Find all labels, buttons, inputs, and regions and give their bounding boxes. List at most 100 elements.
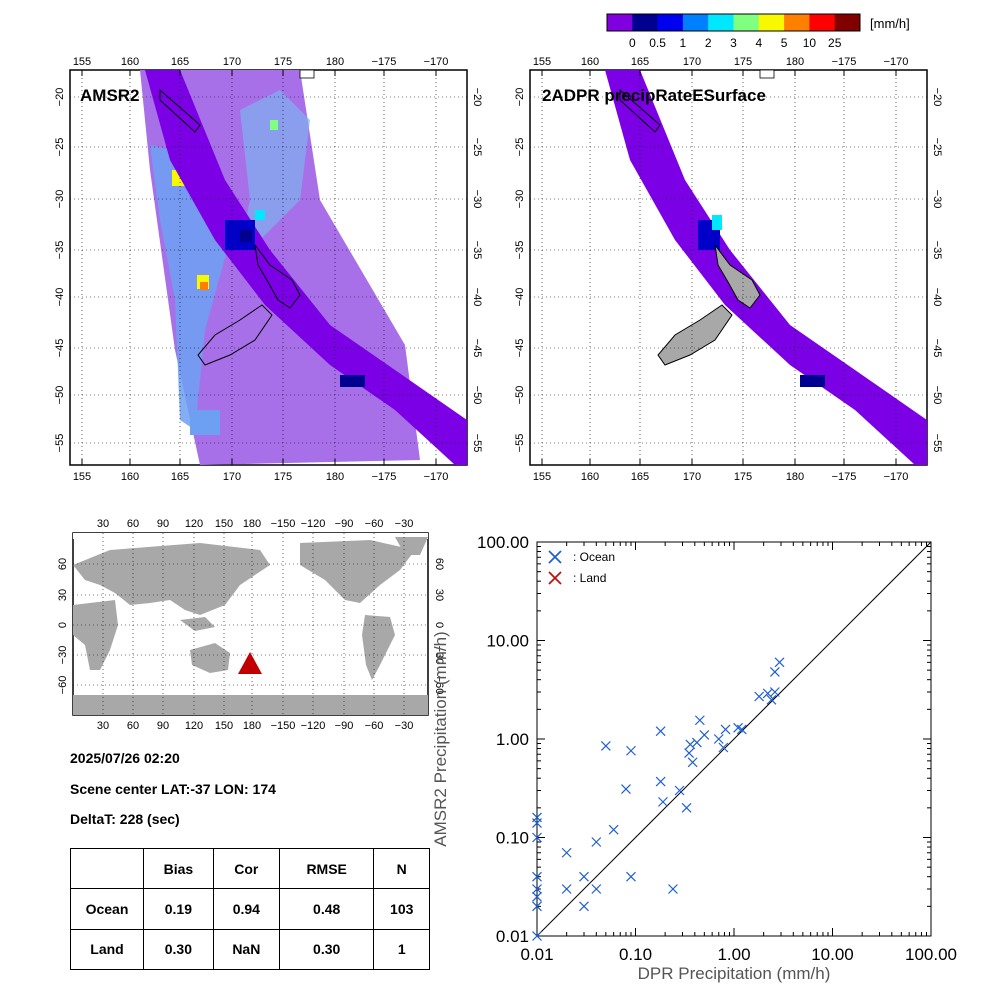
lon-tick-label: 155: [73, 56, 91, 68]
colorbar-tick-label: 0: [629, 36, 636, 50]
scatter-point-ocean: [626, 871, 636, 882]
lon-tick-label: 160: [121, 471, 139, 483]
lat-tick-label: −40: [514, 288, 526, 307]
lon-tick-label: 160: [581, 56, 599, 68]
scatter-point-ocean: [720, 724, 731, 735]
dpr-track-rain: [800, 375, 825, 387]
south-america-landmass: [362, 615, 395, 680]
lon-tick-label: 175: [734, 471, 752, 483]
y-tick-label: 100.00: [477, 533, 529, 552]
stats-cell-n: 103: [373, 888, 430, 930]
lat-tick-label: −55: [471, 434, 483, 453]
dpr-rain-cell: [712, 215, 722, 230]
lat-tick-label: 60: [433, 558, 445, 570]
scatter-point-ocean: [532, 901, 542, 912]
lon-tick-label: 160: [121, 56, 139, 68]
lon-tick-label: −175: [372, 56, 397, 68]
colorbar-tick-label: 0.5: [649, 36, 666, 50]
lat-tick-label: −55: [931, 434, 943, 453]
lat-tick-label: −35: [471, 241, 483, 260]
scatter-point-ocean: [532, 832, 542, 843]
lon-tick-label: 165: [631, 471, 649, 483]
amsr2-rain-cell: [270, 120, 278, 130]
scatter-point-ocean: [766, 694, 777, 705]
dpr-lon-ticks: 155 155 160 160 165 165 170 170 175 175 180 180 −175…: [533, 56, 909, 483]
lat-tick-label: −20: [931, 88, 943, 107]
lat-tick-label: −50: [931, 386, 943, 405]
colorbar-cell: [632, 14, 658, 31]
amsr2-track-rain: [340, 375, 365, 387]
scene-center-triangle: [238, 652, 262, 674]
lat-tick-label: −30: [931, 190, 943, 209]
lon-tick-label: −170: [424, 471, 449, 483]
lon-tick-label: −170: [424, 56, 449, 68]
colorbar-cell: [708, 14, 734, 31]
amsr2-map-title: AMSR2: [80, 86, 140, 105]
lon-tick-label: 120: [185, 518, 203, 530]
lat-tick-label: 0: [57, 622, 69, 628]
north-island-coast: [254, 244, 301, 309]
lon-tick-label: −170: [884, 471, 909, 483]
lon-tick-label: 60: [127, 720, 139, 732]
lon-tick-label: 60: [127, 518, 139, 530]
scatter-point-ocean: [591, 837, 602, 847]
scatter-point-ocean: [655, 776, 666, 787]
colorbar-tick-label: 3: [730, 36, 737, 50]
lat-tick-label: −40: [471, 288, 483, 307]
stats-cell-n: 1: [373, 928, 430, 971]
colorbar-tick-label: 4: [755, 36, 762, 50]
lat-tick-label: −45: [471, 339, 483, 358]
scatter-point-ocean: [626, 745, 636, 756]
scene-center: Scene center LAT:-37 LON: 174: [70, 781, 276, 797]
lat-tick-label: −50: [471, 386, 483, 405]
stats-header-cell: RMSE: [278, 847, 375, 890]
scatter-point-ocean: [532, 884, 542, 894]
stats-cell-bias: 0.30: [143, 928, 214, 971]
colorbar-cell: [758, 14, 785, 31]
lon-tick-label: 150: [215, 518, 233, 530]
colorbar-cell: [809, 14, 835, 31]
scatter-point-ocean: [579, 871, 589, 882]
amsr2-rain-cell: [200, 282, 208, 290]
scatter-point-ocean: [699, 729, 710, 740]
lat-tick-label: −30: [54, 190, 66, 209]
lon-tick-label: 30: [97, 518, 109, 530]
lon-tick-label: 170: [683, 56, 701, 68]
lat-tick-label: 60: [57, 558, 69, 570]
legend-label: : Land: [573, 571, 606, 585]
x-tick-label: 1.00: [717, 945, 750, 964]
lat-tick-label: −55: [514, 434, 526, 453]
lon-tick-label: −170: [884, 56, 909, 68]
colorbar-tick-label: 10: [803, 36, 817, 50]
lon-tick-label: 160: [581, 471, 599, 483]
one-to-one-line: [536, 541, 932, 937]
eurasia-landmass: [73, 543, 270, 615]
colorbar: 0 0.5 1 2 3 4 5 10 25 [mm/h]: [606, 13, 910, 50]
lon-tick-label: 90: [157, 518, 169, 530]
dpr-map-title: 2ADPR precipRateESurface: [542, 86, 766, 105]
lon-tick-label: −90: [335, 720, 354, 732]
scatter-point-ocean: [774, 657, 785, 668]
stats-row-label: Land: [70, 928, 144, 971]
lon-tick-label: 155: [533, 471, 551, 483]
lon-tick-label: 155: [73, 471, 91, 483]
dpr-lat-ticks: −20 −20 −25 −25 −30 −30 −35 −35 −40 −40 −45 −45 −50 −…: [514, 88, 943, 453]
south-island-coast: [657, 304, 733, 366]
lon-tick-label: −30: [395, 518, 414, 530]
lat-tick-label: −45: [931, 339, 943, 358]
scatter-point-ocean: [655, 726, 666, 737]
lon-tick-label: 175: [274, 471, 292, 483]
colorbar-cell: [657, 14, 684, 31]
africa-landmass: [73, 600, 118, 670]
stats-row-land: Land 0.30 NaN 0.30 1: [70, 928, 430, 971]
colorbar-tick-label: 1: [680, 36, 687, 50]
lon-tick-label: −150: [271, 518, 296, 530]
amsr2-map: 155 155 160 160 165 165 170 170 175 175 180 180 −175…: [54, 56, 483, 483]
x-axis-label: DPR Precipitation (mm/h): [638, 964, 831, 983]
lon-tick-label: −60: [365, 518, 384, 530]
scatter-point-ocean: [718, 742, 729, 753]
amsr2-map-grid: [70, 70, 467, 465]
south-island-coast: [197, 304, 273, 366]
colorbar-cells: [607, 14, 861, 31]
scatter-point-ocean: [532, 931, 542, 941]
